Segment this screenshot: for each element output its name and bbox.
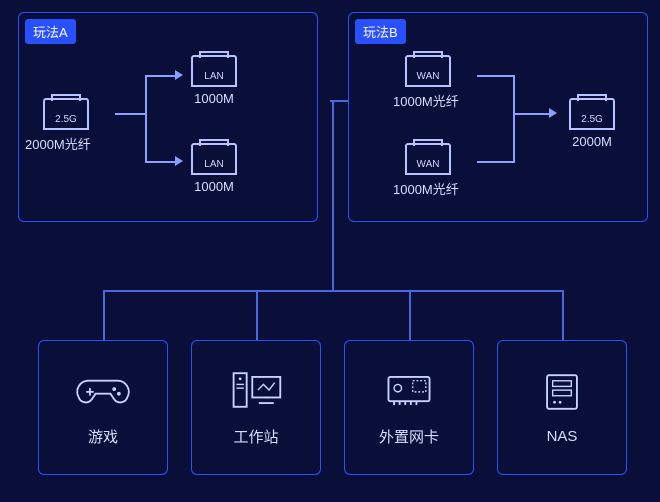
device-nic: 外置网卡 bbox=[344, 340, 474, 475]
device-workstation: 工作站 bbox=[191, 340, 321, 475]
panel-mode-a: 玩法A 2.5G 2000M光纤 LAN 1000M LAN 1000M bbox=[18, 12, 318, 222]
device-gaming: 游戏 bbox=[38, 340, 168, 475]
nic-card-icon bbox=[381, 368, 437, 412]
tag-mode-a: 玩法A bbox=[25, 19, 76, 44]
workstation-icon bbox=[228, 368, 284, 412]
device-nas: NAS bbox=[497, 340, 627, 475]
port-a-input: 2.5G 2000M光纤 bbox=[43, 98, 91, 153]
arrow-a-stem bbox=[115, 113, 145, 115]
arrow-a-split bbox=[145, 75, 147, 161]
port-b-wan2: WAN 1000M光纤 bbox=[405, 143, 459, 198]
tree-trunk bbox=[332, 100, 334, 290]
port-a-lan2: LAN 1000M bbox=[191, 143, 237, 194]
port-b-output: 2.5G 2000M bbox=[569, 98, 615, 149]
tag-mode-b: 玩法B bbox=[355, 19, 406, 44]
panel-mode-b: 玩法B WAN 1000M光纤 WAN 1000M光纤 2.5G 2000M bbox=[348, 12, 648, 222]
port-a-lan1: LAN 1000M bbox=[191, 55, 237, 106]
gamepad-icon bbox=[75, 368, 131, 412]
nas-icon bbox=[534, 370, 590, 414]
port-b-wan1: WAN 1000M光纤 bbox=[405, 55, 459, 110]
tree-hbar bbox=[103, 290, 563, 292]
